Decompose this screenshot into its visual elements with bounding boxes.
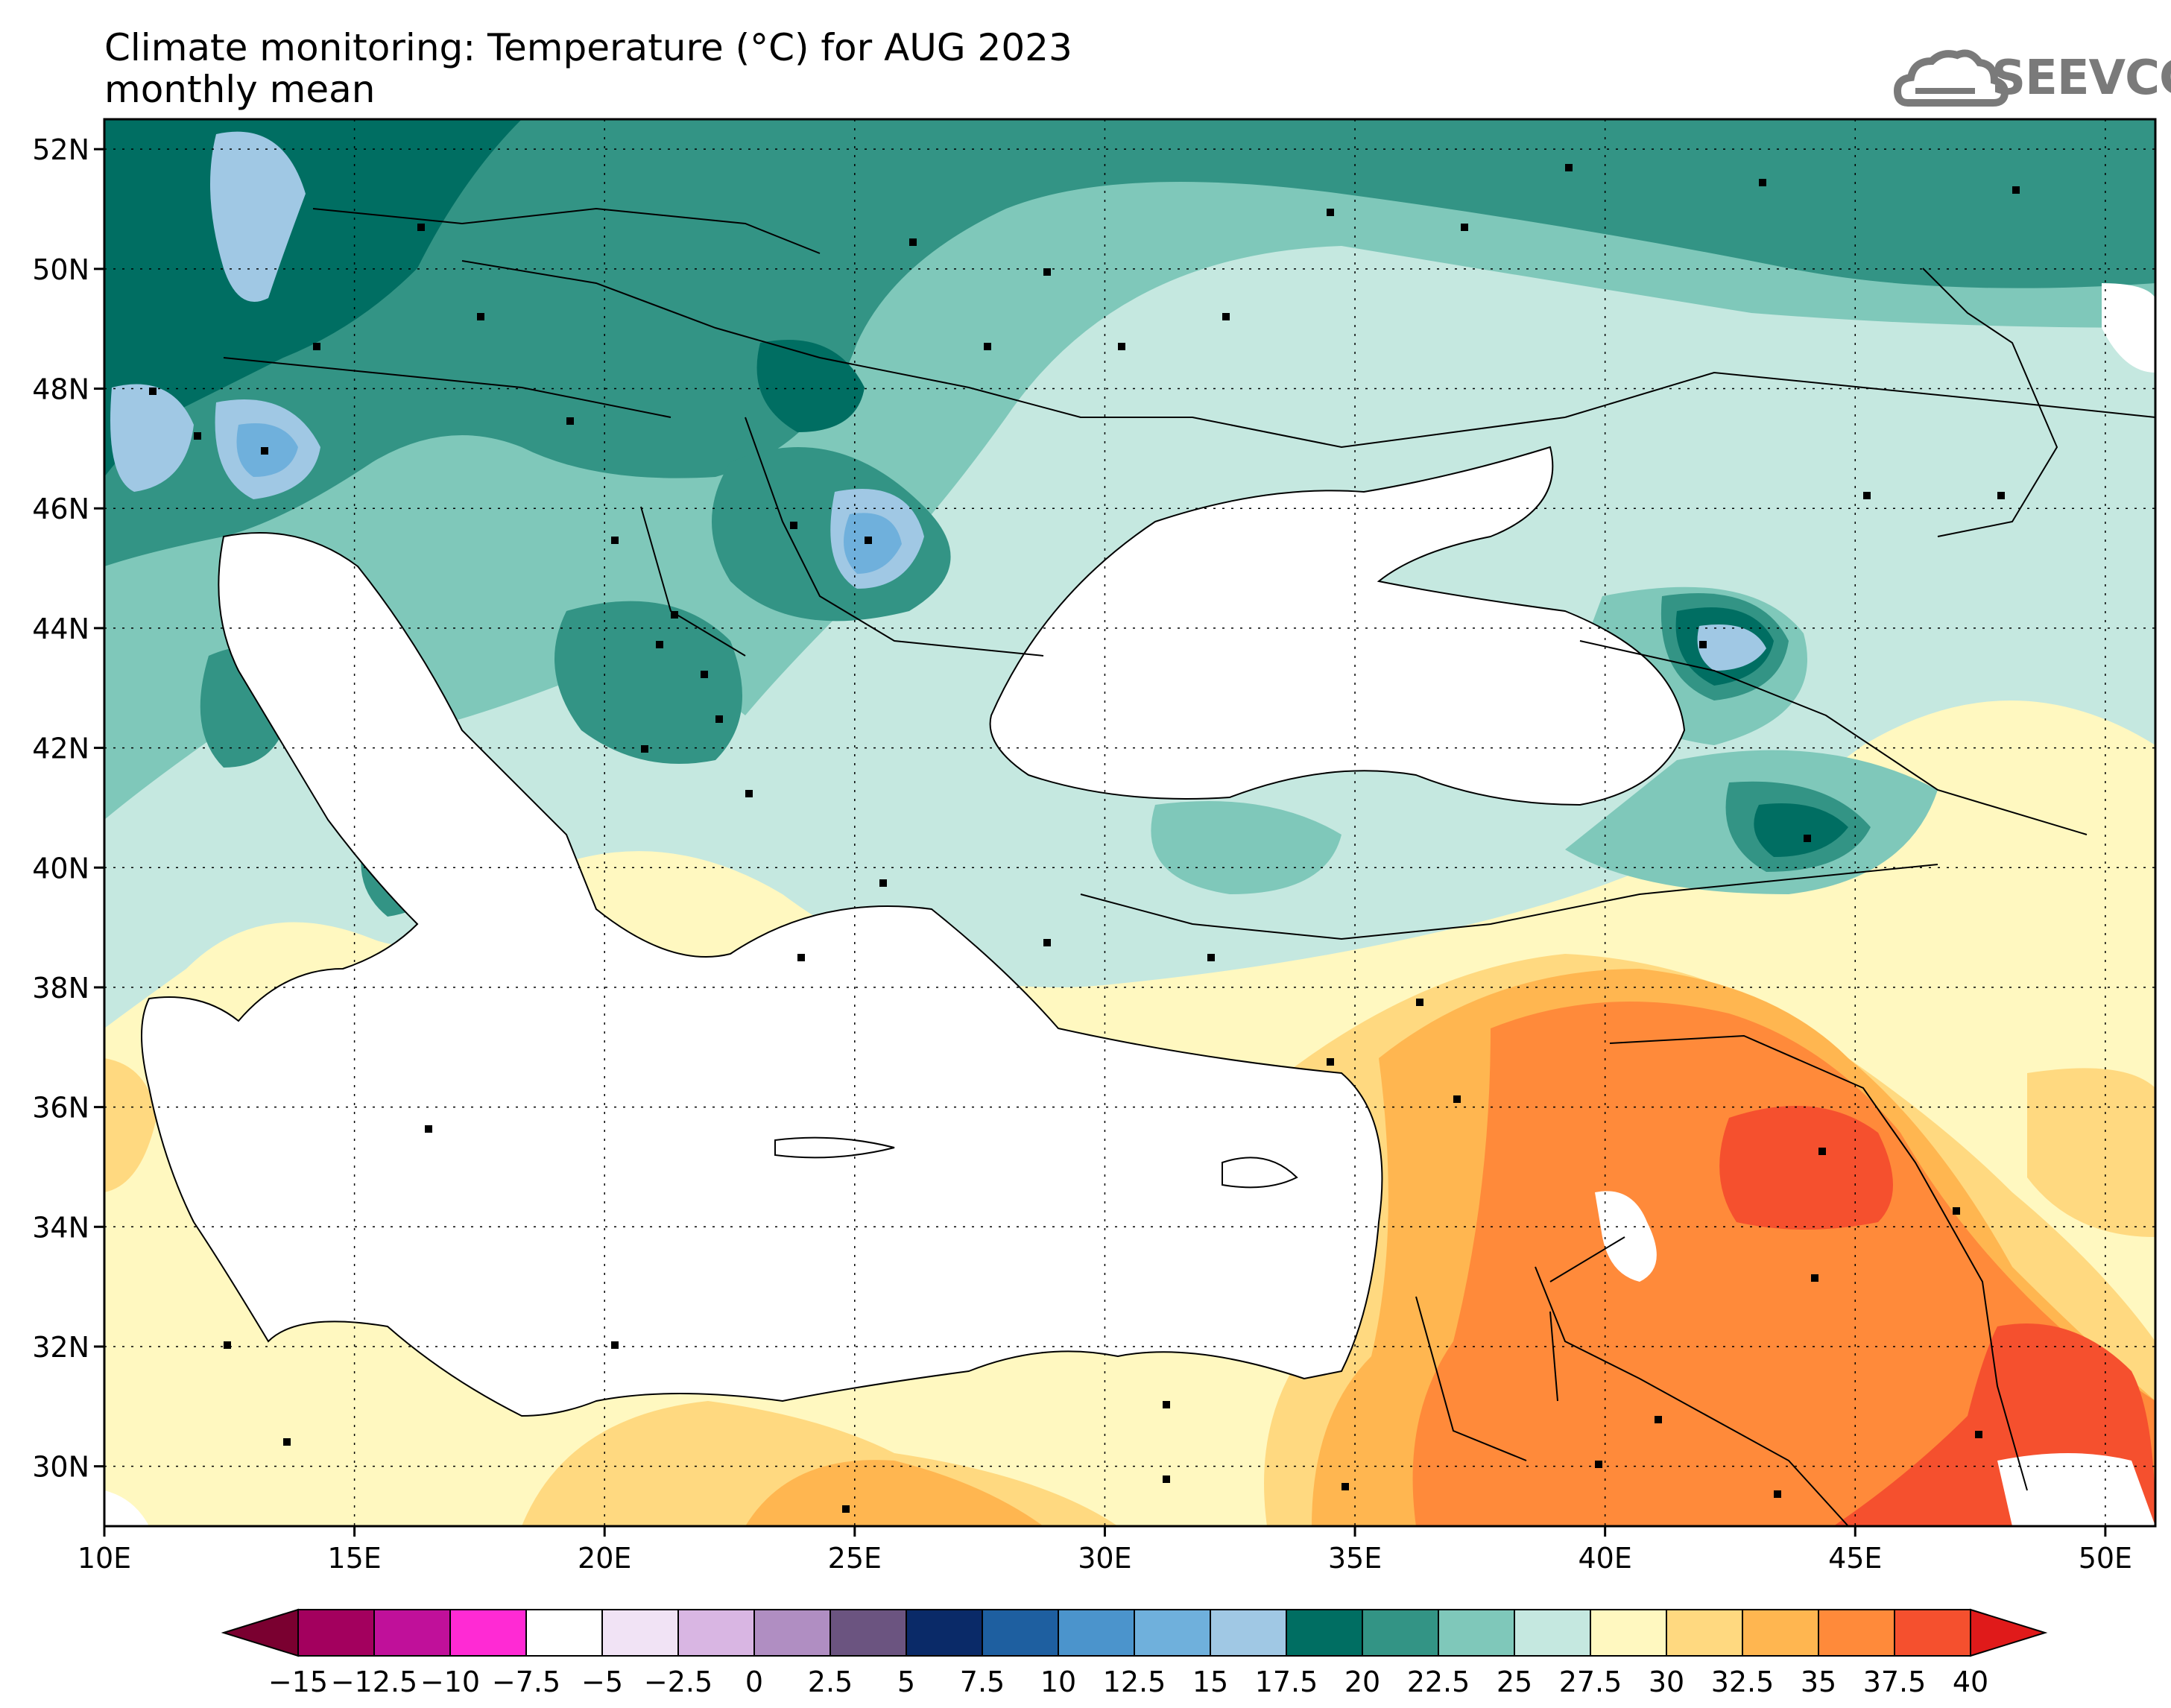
lat-tick-label: 30N	[32, 1451, 89, 1484]
colorbar-low-arrow	[221, 1608, 299, 1657]
lon-tick-label: 45E	[1828, 1542, 1882, 1575]
colorbar-swatch	[1210, 1609, 1287, 1657]
lat-tick-label: 34N	[32, 1211, 89, 1244]
station-markers	[149, 164, 2020, 1513]
chart-title: Climate monitoring: Temperature (°C) for…	[104, 26, 1072, 69]
colorbar-label: 15	[1192, 1666, 1228, 1698]
colorbar-swatch	[1438, 1609, 1515, 1657]
colorbar-label: 37.5	[1863, 1666, 1927, 1698]
colorbar-label: 7.5	[960, 1666, 1005, 1698]
colorbar-swatch	[373, 1609, 451, 1657]
colorbar-label: 25	[1497, 1666, 1532, 1698]
colorbar-label: −7.5	[492, 1666, 560, 1698]
colorbar-swatch	[449, 1609, 527, 1657]
lat-tick-label: 36N	[32, 1092, 89, 1125]
colorbar-swatch	[1514, 1609, 1591, 1657]
colorbar-swatch	[677, 1609, 755, 1657]
lat-tick-label: 52N	[32, 133, 89, 166]
colorbar-label: 5	[897, 1666, 915, 1698]
lat-tick-label: 32N	[32, 1331, 89, 1364]
lat-tick-label: 38N	[32, 972, 89, 1005]
colorbar-label: −2.5	[644, 1666, 712, 1698]
colorbar-swatch	[753, 1609, 831, 1657]
colorbar-label: −15	[268, 1666, 328, 1698]
map-frame	[103, 118, 2157, 1528]
logo-text: SEEVCCC	[1991, 51, 2171, 106]
cloud-icon	[1893, 49, 2009, 107]
lon-tick-label: 25E	[828, 1542, 882, 1575]
colorbar-swatch	[1058, 1609, 1135, 1657]
colorbar-label: 10	[1040, 1666, 1076, 1698]
map-grid	[104, 119, 2155, 1526]
colorbar-swatch	[297, 1609, 375, 1657]
lon-tick-label: 30E	[1078, 1542, 1131, 1575]
colorbar-swatch	[1666, 1609, 1743, 1657]
colorbar-swatch	[1894, 1609, 1971, 1657]
colorbar-label: 22.5	[1407, 1666, 1470, 1698]
lat-tick-label: 46N	[32, 493, 89, 525]
colorbar-swatch	[1742, 1609, 1819, 1657]
coastlines	[141, 207, 2155, 1526]
colorbar-label: 12.5	[1103, 1666, 1166, 1698]
colorbar-label: 2.5	[808, 1666, 853, 1698]
lat-tick-label: 48N	[32, 373, 89, 406]
colorbar: −15 −12.5 −10 −7.5 −5 −2.5 0 2.5 5 7.5 10 12.5 15 17.…	[221, 1608, 2048, 1698]
lon-tick-label: 35E	[1328, 1542, 1382, 1575]
lon-tick-label: 20E	[578, 1542, 631, 1575]
colorbar-label: −5	[581, 1666, 623, 1698]
colorbar-swatch	[982, 1609, 1059, 1657]
lon-tick-label: 15E	[327, 1542, 381, 1575]
colorbar-label: −10	[420, 1666, 480, 1698]
colorbar-swatch	[525, 1609, 603, 1657]
colorbar-label: 20	[1344, 1666, 1380, 1698]
lat-tick-label: 40N	[32, 852, 89, 885]
colorbar-swatch	[1590, 1609, 1667, 1657]
lat-tick-label: 44N	[32, 613, 89, 645]
temperature-field	[104, 119, 2155, 1526]
colorbar-label: 40	[1953, 1666, 1988, 1698]
colorbar-label: 0	[745, 1666, 763, 1698]
colorbar-label: 27.5	[1559, 1666, 1622, 1698]
colorbar-label: 32.5	[1711, 1666, 1775, 1698]
colorbar-swatch	[1818, 1609, 1895, 1657]
colorbar-label: 30	[1649, 1666, 1684, 1698]
longitude-axis: 10E 15E 20E 25E 30E 35E 40E 45E 50E	[78, 1526, 2132, 1575]
chart-subtitle: monthly mean	[104, 68, 376, 111]
lon-tick-label: 10E	[78, 1542, 131, 1575]
lon-tick-label: 40E	[1578, 1542, 1631, 1575]
colorbar-swatch	[906, 1609, 983, 1657]
colorbar-label: −12.5	[331, 1666, 417, 1698]
colorbar-label: 17.5	[1255, 1666, 1318, 1698]
colorbar-swatch	[1362, 1609, 1439, 1657]
latitude-axis: 52N 50N 48N 46N 44N 42N 40N 38N 36N 34N 32N 30N	[32, 133, 104, 1484]
lat-tick-label: 42N	[32, 733, 89, 765]
colorbar-swatch	[1286, 1609, 1363, 1657]
colorbar-label: 35	[1801, 1666, 1836, 1698]
colorbar-swatch	[829, 1609, 907, 1657]
colorbar-swatch	[601, 1609, 679, 1657]
lat-tick-label: 50N	[32, 253, 89, 286]
colorbar-swatch	[1134, 1609, 1211, 1657]
colorbar-high-arrow	[1970, 1608, 2048, 1657]
lon-tick-label: 50E	[2079, 1542, 2132, 1575]
